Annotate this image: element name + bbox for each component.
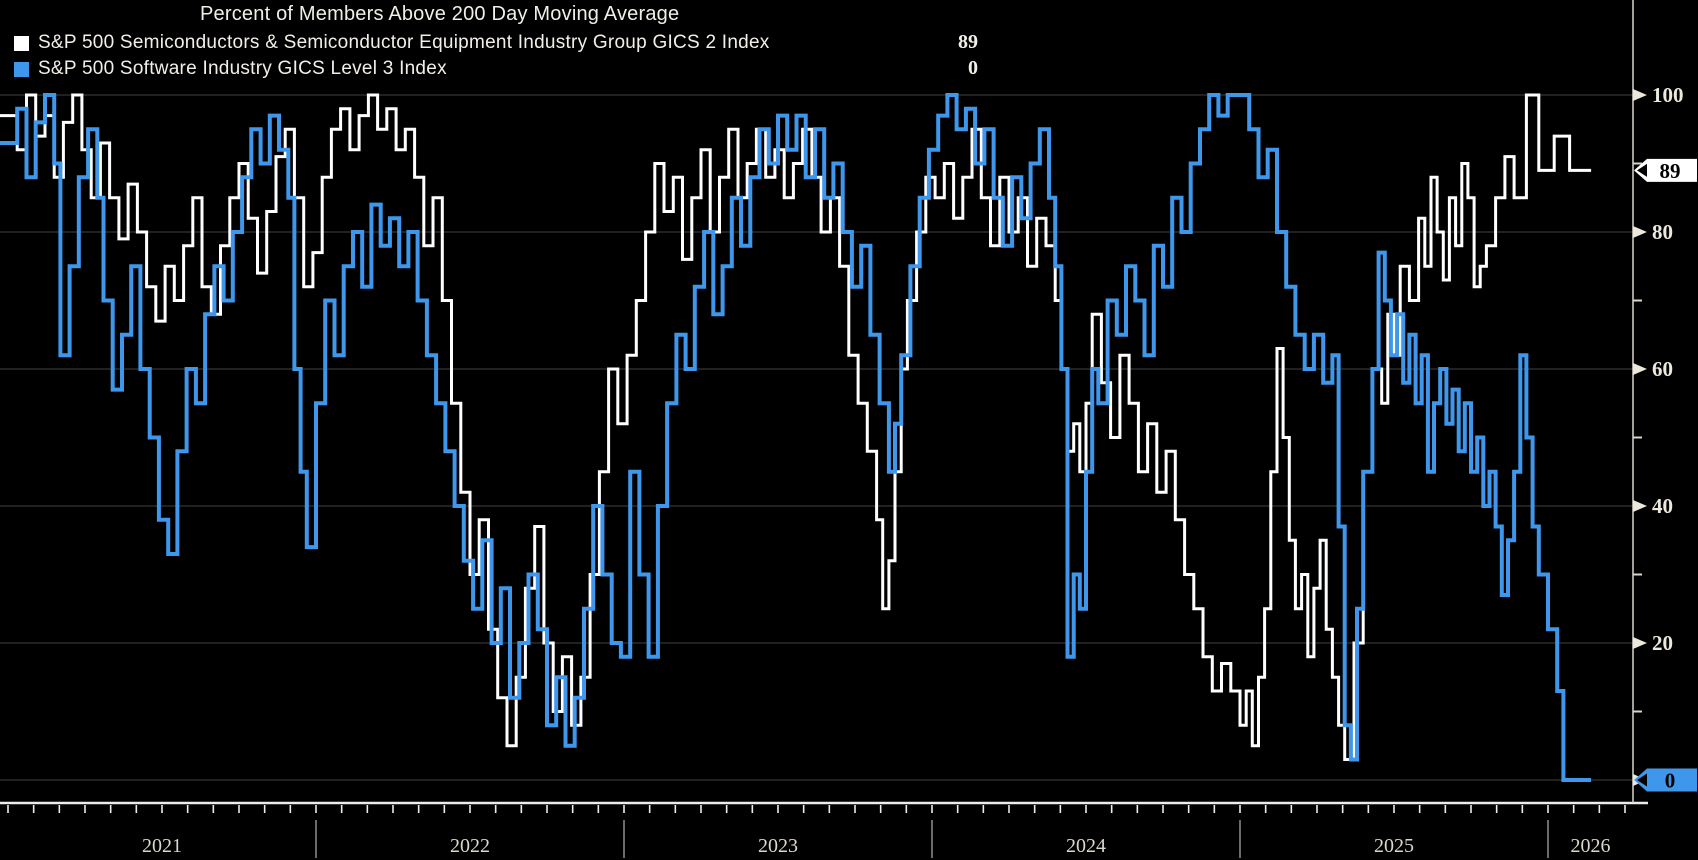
ytick-arrow-60	[1633, 363, 1647, 375]
ytick-label-40: 40	[1652, 494, 1673, 518]
year-label-2026: 2026	[1571, 835, 1611, 857]
legend-label-software: S&P 500 Software Industry GICS Level 3 I…	[38, 58, 447, 79]
ytick-label-20: 20	[1652, 631, 1673, 655]
series-line-software	[0, 93, 1592, 782]
legend-item-semiconductors[interactable]: S&P 500 Semiconductors & Semiconductor E…	[14, 31, 770, 55]
year-label-2023: 2023	[758, 835, 798, 857]
ytick-arrow-20	[1633, 637, 1647, 649]
ytick-arrow-100	[1633, 89, 1647, 101]
price-flag-semiconductors-notch-icon	[1637, 163, 1647, 177]
year-label-2025: 2025	[1374, 835, 1414, 857]
price-flag-semiconductors	[1634, 158, 1697, 182]
year-label-2024: 2024	[1066, 835, 1106, 857]
price-flag-semiconductors-value: 89	[1660, 159, 1681, 183]
legend-swatch-white-icon	[14, 35, 29, 51]
ytick-label-80: 80	[1652, 220, 1673, 244]
ytick-arrow-40	[1633, 500, 1647, 512]
series-line-semiconductors	[0, 93, 1592, 761]
price-flag-software	[1634, 768, 1697, 792]
legend-last-value-software: 0	[968, 57, 978, 79]
chart-title: Percent of Members Above 200 Day Moving …	[200, 3, 680, 25]
legend-swatch-blue-icon	[14, 61, 29, 77]
year-label-2021: 2021	[142, 835, 182, 857]
ytick-arrow-80	[1633, 226, 1647, 238]
price-flag-software-notch-icon	[1637, 773, 1647, 787]
price-flag-software-value: 0	[1665, 769, 1676, 793]
ytick-label-60: 60	[1652, 357, 1673, 381]
legend-last-value-semiconductors: 89	[958, 31, 978, 53]
legend-label-semiconductors: S&P 500 Semiconductors & Semiconductor E…	[38, 32, 770, 53]
ytick-label-100: 100	[1652, 83, 1684, 107]
year-label-2022: 2022	[450, 835, 490, 857]
legend-item-software[interactable]: S&P 500 Software Industry GICS Level 3 I…	[14, 57, 447, 81]
